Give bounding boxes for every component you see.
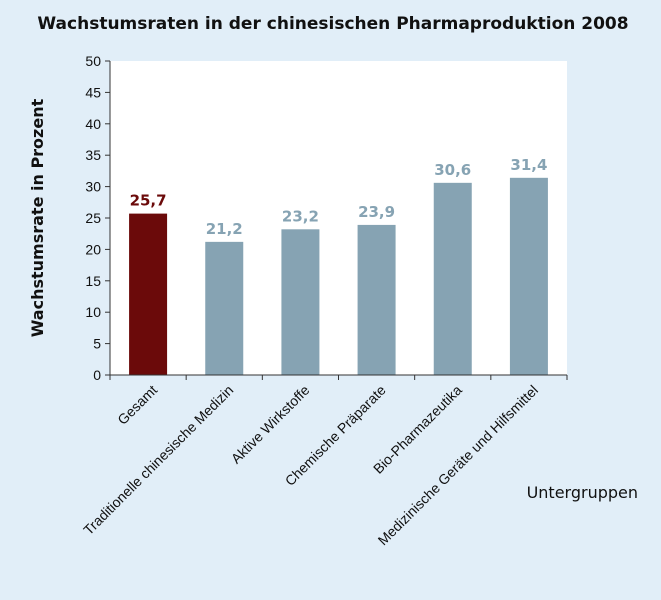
data-labels: 25,7 21,2 23,2 23,9 30,6 31,4 — [130, 156, 548, 238]
category-label: Gesamt — [114, 382, 160, 428]
category-label: Aktive Wirkstoffe — [228, 382, 313, 467]
x-axis — [109, 374, 568, 380]
bar — [281, 229, 320, 375]
chart-title: Wachstumsraten in der chinesischen Pharm… — [37, 14, 628, 34]
y-axis: 0 5 10 15 20 25 30 35 40 45 50 — [85, 53, 111, 383]
plot-area — [110, 61, 567, 375]
y-tick-label: 30 — [85, 179, 101, 195]
y-axis-title: Wachstumsrate in Prozent — [28, 98, 47, 337]
y-tick-label: 50 — [85, 53, 101, 69]
data-label: 23,9 — [358, 203, 395, 221]
bar — [129, 213, 168, 375]
bar — [509, 177, 548, 375]
y-tick-label: 5 — [93, 336, 101, 352]
y-tick-label: 20 — [85, 241, 101, 257]
data-label: 31,4 — [510, 156, 547, 174]
y-tick-label: 0 — [93, 367, 101, 383]
data-label: 30,6 — [434, 161, 471, 179]
bars — [129, 177, 548, 375]
category-label: Traditionelle chinesische Medizin — [80, 382, 236, 538]
y-tick-label: 40 — [85, 116, 101, 132]
y-tick-label: 15 — [85, 273, 101, 289]
x-axis-title: Untergruppen — [527, 483, 638, 502]
data-label: 21,2 — [206, 220, 243, 238]
category-label: Medizinische Geräte und Hilfsmittel — [375, 382, 541, 548]
y-tick-label: 25 — [85, 210, 101, 226]
bar — [433, 182, 472, 375]
y-tick-label: 45 — [85, 84, 101, 100]
data-label: 23,2 — [282, 207, 319, 225]
y-tick-label: 35 — [85, 147, 101, 163]
bar — [357, 224, 396, 375]
data-label: 25,7 — [130, 192, 167, 210]
y-tick-label: 10 — [85, 304, 101, 320]
bar — [205, 241, 244, 375]
